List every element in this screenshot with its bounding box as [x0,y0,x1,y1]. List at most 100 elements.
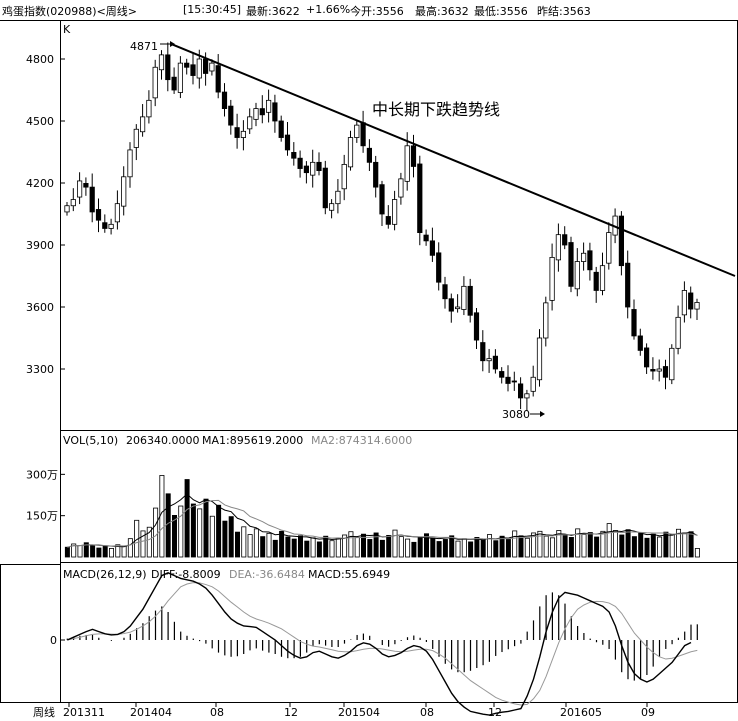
candle-body [366,147,373,163]
volume-bar [480,539,486,558]
volume-bar [153,507,159,558]
candle-body [593,271,599,291]
volume-bar [140,530,146,558]
volume-bar [216,504,222,558]
macd-tick-label: 0 [50,634,57,647]
volume-legend-value: 206340.0000 [126,434,199,447]
volume-bar [676,528,682,558]
volume-bar [386,534,392,558]
volume-bar [373,532,379,558]
volume-bar [190,503,196,558]
volume-bar [600,530,606,558]
volume-bar [512,530,518,558]
volume-bar [594,536,600,558]
candle-body [536,337,543,381]
volume-bar [587,532,593,558]
volume-bar [657,536,663,558]
open-price: 今开:3556 [350,5,404,18]
candle-body [694,302,700,310]
volume-bar [209,515,215,558]
volume-bar [392,529,398,558]
candle-body [543,302,549,339]
candle-body [442,284,448,300]
volume-bar [354,537,360,558]
candle-body [505,376,511,384]
volume-bar [650,533,656,558]
volume-bar [77,545,83,558]
price-y-axis: 4800 4500 4200 3900 3600 3300 [26,53,65,376]
volume-bar [266,532,272,558]
volume-bar [115,544,121,558]
candle-body [385,216,391,225]
volume-bar [613,530,619,558]
macd-y-axis: 0 [50,634,65,647]
volume-bar [537,530,543,558]
volume-bar [568,537,574,558]
volume-bar [109,548,115,558]
volume-bar [405,538,411,558]
price-panel-frame [60,20,738,431]
time-tick-label: 201311 [63,706,105,719]
volume-bar [279,530,285,558]
candle-body [511,380,517,383]
candle-body [473,312,480,341]
period-label: 周线 [33,705,55,719]
candle-body [518,383,524,399]
candle-body [196,58,202,79]
time-tick-label: 08 [420,706,434,719]
volume-bar [342,534,348,558]
volume-bar [398,536,404,558]
candle-body [77,180,83,198]
volume-bar [234,531,240,558]
candle-body [146,99,152,118]
candle-body [448,298,454,312]
candle-body [121,176,127,207]
candle-body [373,161,379,188]
volume-bar [222,520,228,558]
macd-legend-dea: DEA:-36.6484 [229,568,305,581]
volume-bar [228,516,234,558]
volume-bar [455,540,461,558]
candle-body [568,242,574,287]
candle-body [102,222,108,229]
candle-body [492,355,499,370]
candle-body [562,234,568,246]
candle-body [662,366,669,378]
volume-y-axis: 300万 150万 [26,468,65,523]
volume-bar [575,528,581,558]
candle-body [83,183,89,188]
volume-bar [631,536,637,558]
candle-body [656,368,662,372]
volume-bar [329,540,335,558]
volume-bar [247,534,253,558]
candle-body [127,149,133,178]
high-annotation: 4871 [130,40,158,53]
volume-bar [543,535,549,558]
candle-body [650,369,656,372]
candle-body [360,122,366,147]
candle-body [221,91,228,109]
volume-bar [360,533,366,558]
candle-body [391,199,398,225]
time-tick-label: 12 [488,706,502,719]
volume-bar [606,523,612,558]
candle-body [64,205,70,213]
prev-close: 昨结:3563 [537,5,591,18]
low-annotation-arrowhead [540,411,545,417]
volume-bar [71,543,77,558]
candle-body [599,265,606,291]
volume-tick-label: 150万 [26,510,58,523]
candle-body [549,256,555,301]
volume-bar [468,541,474,558]
volume-bar [411,541,417,558]
candle-body [177,62,183,93]
volume-bar [348,531,354,558]
quote-time: [15:30:45] [183,3,241,16]
volume-bar [367,539,373,558]
candle-body [202,58,209,74]
candle-body [335,190,341,205]
candle-body [247,116,253,130]
volume-bar [499,535,505,558]
candle-body [165,54,171,81]
price-panel-corner-label: K [63,23,71,36]
